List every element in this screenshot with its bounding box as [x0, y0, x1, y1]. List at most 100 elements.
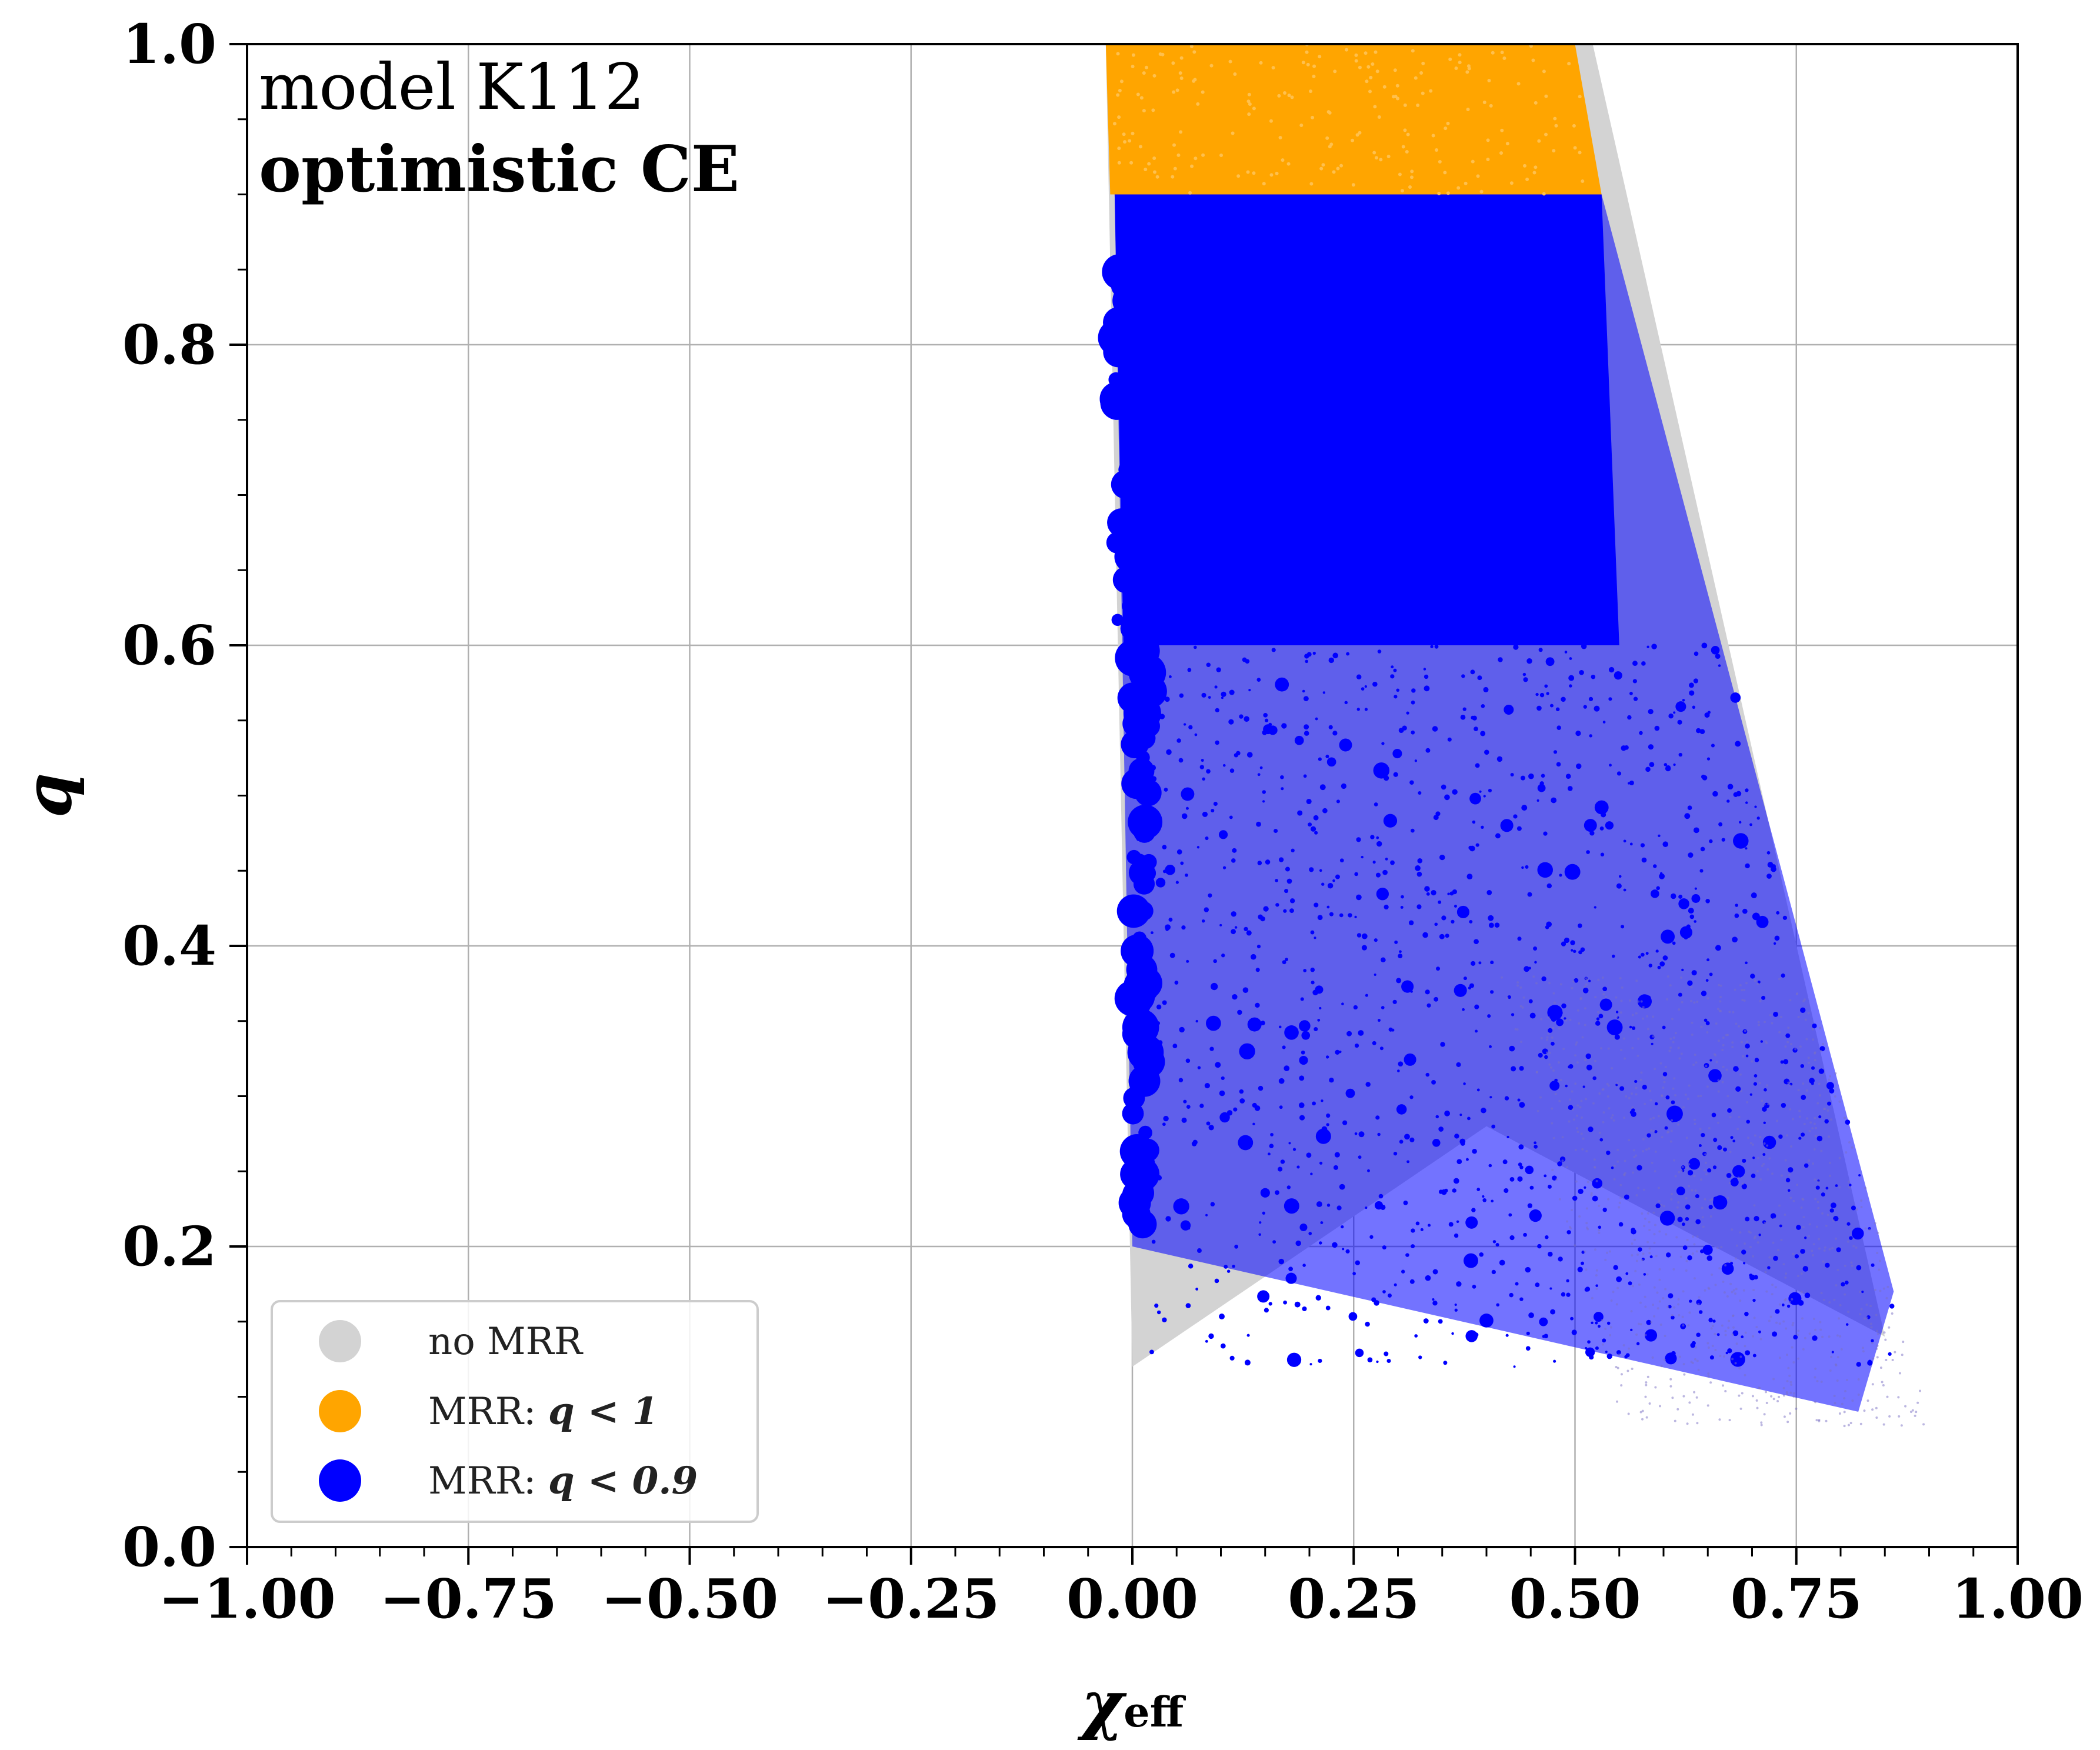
point-mrr-q09-faint	[1758, 1024, 1761, 1026]
point-mrr-q1	[1172, 90, 1176, 94]
point-mrr-q09-faint	[1738, 1025, 1741, 1028]
point-mrr-q1	[1233, 72, 1237, 76]
point-mrr-q09-faint	[1797, 1357, 1800, 1360]
x-tick-label-8: 1.00	[1952, 1567, 2084, 1631]
point-mrr-q09	[1521, 805, 1528, 811]
point-mrr-q09-faint	[1739, 1355, 1742, 1358]
point-mrr-q09	[1638, 955, 1641, 959]
point-mrr-q09-faint	[1761, 1099, 1764, 1102]
point-mrr-q09	[1526, 658, 1532, 664]
point-mrr-q1	[1374, 50, 1378, 54]
point-mrr-q09-faint	[1828, 1301, 1831, 1304]
point-mrr-q09-faint	[1633, 1155, 1636, 1158]
point-mrr-q09	[1673, 711, 1676, 714]
point-mrr-q09-faint	[1828, 1161, 1831, 1164]
point-mrr-q09	[1411, 730, 1415, 735]
point-mrr-q09-faint	[1765, 1042, 1768, 1045]
point-mrr-q09	[1322, 691, 1325, 694]
point-mrr-q09-faint	[1594, 1248, 1596, 1251]
point-mrr-q1	[1339, 164, 1344, 168]
point-mrr-q09	[1444, 1188, 1448, 1193]
point-mrr-q09-faint	[1722, 1065, 1725, 1068]
point-mrr-q09-faint	[1642, 1188, 1645, 1191]
point-mrr-q09	[1286, 1352, 1302, 1367]
point-mrr-q09-faint	[1724, 1264, 1727, 1266]
point-mrr-q09	[1162, 1122, 1166, 1126]
point-mrr-q09	[1547, 1005, 1563, 1021]
point-mrr-q09-faint	[1868, 1228, 1871, 1231]
point-mrr-q09	[1468, 845, 1473, 850]
point-mrr-q09-faint	[1871, 1408, 1874, 1411]
point-mrr-q09	[1754, 1058, 1759, 1062]
point-mrr-q09	[1564, 651, 1568, 654]
point-mrr-q1	[1435, 148, 1439, 152]
point-mrr-q09-faint	[1859, 1422, 1862, 1425]
point-mrr-q09-faint	[1866, 1399, 1869, 1402]
point-mrr-q1	[1142, 71, 1146, 75]
point-mrr-q09	[1546, 692, 1549, 695]
point-mrr-q09	[1567, 786, 1573, 791]
point-mrr-q1	[1259, 61, 1263, 65]
point-mrr-q09	[1544, 1174, 1547, 1178]
point-mrr-q09-faint	[1724, 1334, 1727, 1336]
point-mrr-q09	[1444, 794, 1450, 801]
point-mrr-q09	[1318, 757, 1322, 761]
point-mrr-q09	[1711, 744, 1715, 748]
point-mrr-q09-faint	[1876, 1344, 1879, 1347]
point-mrr-q09	[1481, 1107, 1486, 1114]
point-mrr-q09-faint	[1909, 1411, 1912, 1414]
point-mrr-q09-faint	[1568, 1120, 1571, 1123]
point-mrr-q09	[1339, 913, 1344, 918]
point-mrr-q09	[1549, 1081, 1560, 1091]
point-mrr-q09	[1199, 1104, 1204, 1108]
point-mrr-q09-faint	[1616, 1366, 1619, 1369]
point-mrr-q09-faint	[1707, 1286, 1710, 1289]
point-mrr-q1	[1248, 102, 1252, 106]
point-mrr-q09	[1345, 1249, 1350, 1254]
point-mrr-q09	[1463, 1082, 1466, 1085]
point-mrr-q09	[1426, 892, 1430, 896]
point-mrr-q09-faint	[1718, 1267, 1721, 1270]
point-mrr-q09	[1614, 671, 1622, 680]
point-mrr-q1	[1366, 65, 1371, 69]
point-mrr-q09	[1706, 757, 1711, 761]
point-mrr-q09-faint	[1740, 1089, 1743, 1092]
point-mrr-q09-faint	[1693, 1175, 1696, 1178]
point-mrr-q09	[1329, 1078, 1334, 1083]
point-mrr-q09	[1434, 922, 1438, 926]
point-mrr-q09	[1384, 904, 1389, 910]
point-mrr-q09	[1584, 1186, 1586, 1189]
point-mrr-q1	[1139, 96, 1144, 100]
point-mrr-q09	[1314, 902, 1319, 908]
point-mrr-q09-faint	[1770, 1395, 1773, 1398]
point-mrr-q09	[1528, 773, 1534, 779]
point-mrr-q09-faint	[1632, 1171, 1635, 1174]
point-mrr-q09	[1800, 1248, 1805, 1254]
point-mrr-q09-faint	[1876, 1329, 1879, 1332]
point-mrr-q09	[1585, 1347, 1595, 1357]
point-mrr-q09-faint	[1742, 1055, 1745, 1058]
point-mrr-q09	[1339, 738, 1352, 752]
point-mrr-q09	[1219, 1112, 1230, 1123]
point-mrr-q09-large	[1123, 713, 1142, 732]
point-mrr-q09-faint	[1828, 1078, 1831, 1081]
point-mrr-q09-faint	[1787, 1026, 1790, 1029]
point-mrr-q09	[1319, 1006, 1322, 1010]
point-mrr-q09-large	[1111, 614, 1124, 626]
point-mrr-q09-faint	[1642, 1138, 1645, 1141]
point-mrr-q09	[1315, 1128, 1331, 1144]
point-mrr-q09-faint	[1721, 1049, 1724, 1052]
point-mrr-q09-faint	[1586, 1181, 1589, 1184]
point-mrr-q09-faint	[1611, 1114, 1614, 1117]
point-mrr-q1	[1271, 66, 1275, 70]
point-mrr-q09	[1602, 1338, 1606, 1343]
point-mrr-q09	[1365, 1206, 1368, 1209]
point-mrr-q09	[1523, 677, 1528, 682]
point-mrr-q09-faint	[1615, 1303, 1618, 1306]
point-mrr-q09	[1155, 878, 1166, 888]
point-mrr-q09	[1509, 1292, 1514, 1298]
point-mrr-q09	[1355, 1348, 1364, 1358]
point-mrr-q09-faint	[1824, 1246, 1826, 1249]
point-mrr-q09	[1529, 1012, 1536, 1019]
